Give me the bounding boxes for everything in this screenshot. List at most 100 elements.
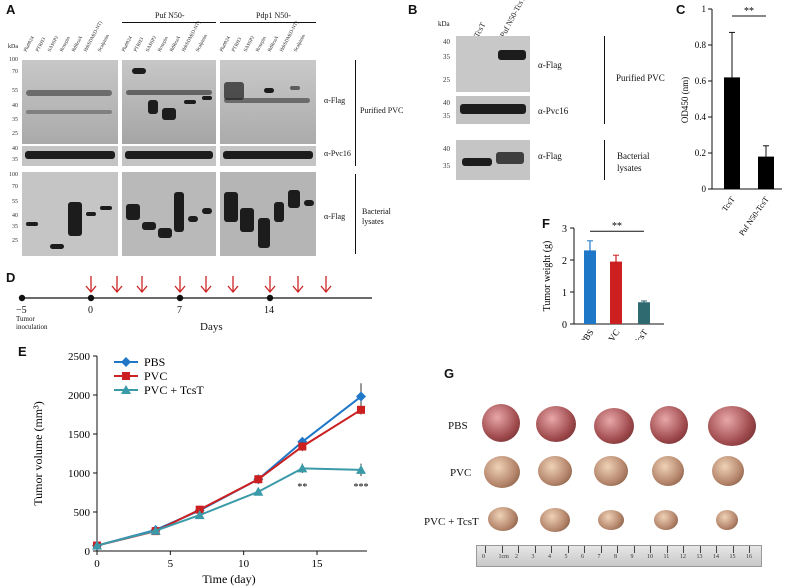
- e-xtick-label: 5: [168, 558, 174, 570]
- panel-b-bacterial-label-2: lysates: [617, 163, 642, 173]
- ruler-digit: 1cm: [498, 554, 509, 560]
- ruler-tick: [699, 546, 701, 553]
- timeline-note-1: Tumor: [16, 315, 35, 323]
- tumor: [654, 510, 678, 530]
- tumor: [594, 456, 628, 486]
- injection-arrow: [85, 276, 97, 294]
- c-ytick-label: 0.2: [695, 148, 706, 158]
- timeline-note-2: inoculation: [16, 323, 48, 331]
- injection-arrow: [136, 276, 148, 294]
- e-legend-label: PVC + TcsT: [144, 383, 204, 397]
- f-sig-label: **: [612, 221, 622, 232]
- ruler-tick: [600, 546, 602, 553]
- panel-b-annot-flag-bottom: α-Flag: [538, 151, 562, 161]
- ruler: 0 1cm 2 3 4 5 6 7 8 9 10 11 12 13 14 15 16: [476, 545, 762, 567]
- timeline-dot-m5: [18, 294, 26, 302]
- e-ytick-label: 1000: [68, 468, 91, 480]
- c-bar: [724, 77, 740, 189]
- tumor-row-label-pvc-tcst: PVC + TcsT: [424, 516, 479, 528]
- c-xtick-label: TcsT: [720, 195, 737, 213]
- ruler-digit: 9: [630, 554, 634, 560]
- blot-a-purified-3: [220, 60, 316, 144]
- e-ytick-label: 2500: [68, 351, 91, 363]
- c-bar: [758, 156, 774, 189]
- panel-b-bracket-lysate: [604, 140, 605, 180]
- blot-a-pvc16-2: [122, 146, 216, 166]
- e-xtick-label: 0: [94, 558, 100, 570]
- c-ytick-label: 0.6: [695, 76, 707, 86]
- e-ytick-label: 2000: [68, 390, 91, 402]
- panel-f-label: F: [542, 216, 550, 231]
- ruler-digit: 14: [713, 554, 719, 560]
- tumor: [594, 408, 634, 444]
- injection-arrow: [200, 276, 212, 294]
- e-marker: [92, 540, 102, 550]
- panel-a-kda: kDa: [8, 44, 18, 50]
- blot-a-lysate-3: [220, 172, 316, 256]
- panel-a-group-puf: Puf N50-: [155, 11, 185, 20]
- ruler-digit: 10: [647, 554, 653, 560]
- ruler-tick: [666, 546, 668, 553]
- ruler-digit: 7: [597, 554, 601, 560]
- timeline-dot-7: [176, 294, 184, 302]
- e-ytick-label: 500: [74, 507, 91, 519]
- ruler-tick: [485, 546, 486, 553]
- c-ytick-label: 0.4: [695, 112, 707, 122]
- ruler-tick: [551, 546, 552, 553]
- tumor-row-label-pvc: PVC: [450, 467, 472, 479]
- tumor: [650, 406, 688, 444]
- panel-e-label: E: [18, 344, 27, 359]
- ruler-digit: 5: [564, 554, 568, 560]
- ruler-digit: 0: [482, 554, 485, 560]
- f-ytick-label: 0: [562, 320, 567, 331]
- c-sig-label: **: [744, 6, 754, 17]
- e-series-line: [96, 467, 362, 547]
- panel-b-lane-puf: Puf N50-TcsT: [498, 0, 528, 40]
- ruler-tick: [567, 546, 569, 553]
- timeline-label-m5: −5: [16, 305, 27, 316]
- injection-arrow: [227, 276, 239, 294]
- e-marker: [194, 510, 205, 520]
- tumor: [536, 406, 576, 442]
- blot-a-lysate-2: [122, 172, 216, 256]
- panel-a-group-pdp1: Pdp1 N50-: [256, 11, 291, 20]
- panel-a-bacterial-label-1: Bacterial: [362, 207, 391, 216]
- blot-a-lysate-1: [22, 172, 118, 256]
- ruler-digit: 13: [696, 554, 703, 560]
- injection-arrow: [320, 276, 332, 294]
- e-marker: [254, 475, 263, 484]
- c-xtick-label: Puf N50-TcsT: [737, 195, 770, 237]
- panel-b-annot-flag-top: α-Flag: [538, 60, 562, 70]
- ruler-tick: [633, 546, 635, 553]
- f-ytick-label: 2: [562, 256, 567, 267]
- blot-a-purified-2: [122, 60, 216, 144]
- panel-b-annot-pvc16: α-Pvc16: [538, 106, 569, 116]
- panel-a-bracket-purified: [355, 60, 356, 166]
- ruler-digit: 4: [548, 554, 551, 560]
- e-marker: [122, 372, 130, 380]
- blot-b-pvc16: [456, 96, 530, 124]
- f-ylabel: Tumor weight (g): [542, 241, 553, 312]
- panel-a-label: A: [6, 2, 16, 17]
- e-legend-label: PVC: [144, 369, 167, 383]
- ruler-digit: 3: [531, 554, 535, 560]
- ruler-digit: 6: [581, 554, 584, 560]
- ruler-tick: [732, 546, 734, 553]
- e-xtick-label: 15: [312, 558, 324, 570]
- timeline-dot-14: [266, 294, 274, 302]
- c-ytick-label: 0.8: [695, 40, 707, 50]
- e-ylabel: Tumor volume (mm³): [31, 401, 45, 506]
- ruler-digit: 8: [614, 554, 617, 560]
- c-ylabel: OD450 (nm): [680, 77, 690, 123]
- ruler-tick: [534, 546, 536, 553]
- blot-b-purified: [456, 36, 530, 92]
- ruler-digit: 12: [680, 554, 686, 560]
- tumor: [712, 456, 744, 486]
- e-series-line: [96, 408, 362, 547]
- e-annotation: ***: [354, 482, 369, 493]
- panel-b-kda: kDa: [438, 20, 450, 28]
- ruler-tick: [716, 546, 717, 553]
- injection-arrow: [264, 276, 276, 294]
- e-ytick-label: 0: [85, 546, 91, 558]
